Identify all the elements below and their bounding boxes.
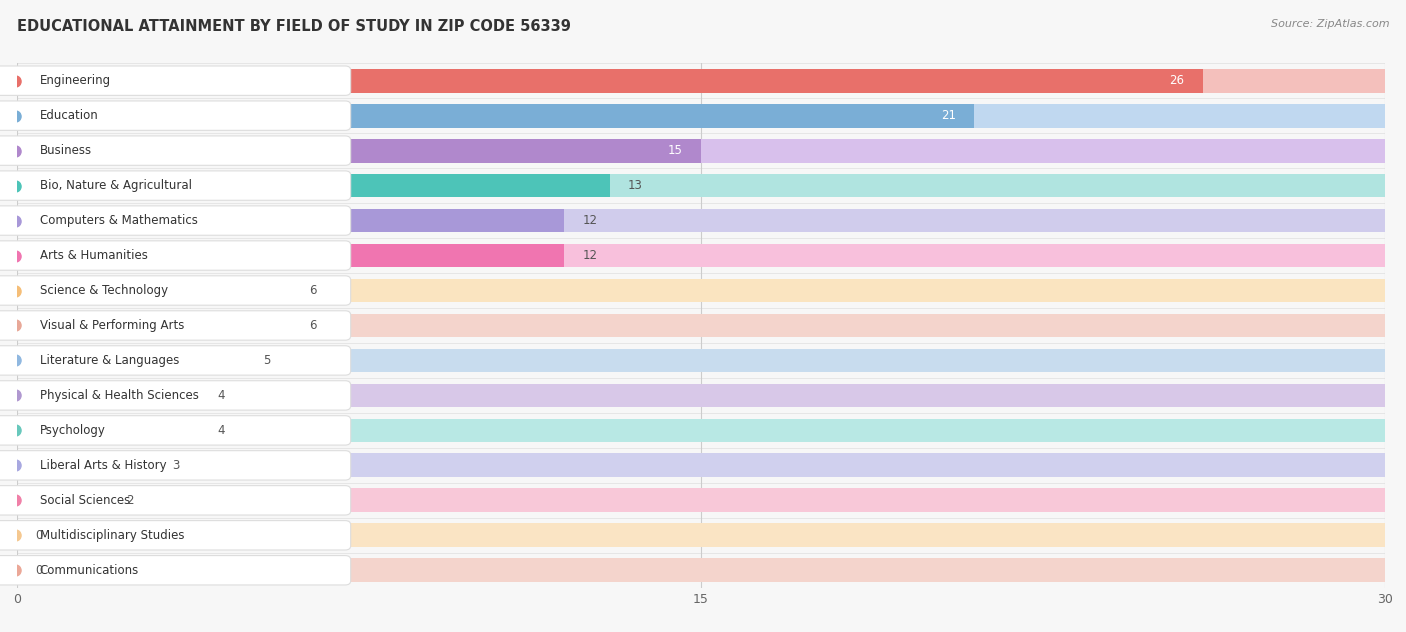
- Text: Arts & Humanities: Arts & Humanities: [39, 249, 148, 262]
- Bar: [17, 69, 1202, 92]
- Bar: [17, 244, 1385, 267]
- Bar: [17, 209, 1385, 233]
- FancyBboxPatch shape: [0, 416, 350, 445]
- Text: Liberal Arts & History: Liberal Arts & History: [39, 459, 166, 472]
- FancyBboxPatch shape: [0, 241, 350, 270]
- Text: Physical & Health Sciences: Physical & Health Sciences: [39, 389, 198, 402]
- FancyBboxPatch shape: [0, 171, 350, 200]
- Text: 5: 5: [263, 354, 270, 367]
- FancyBboxPatch shape: [0, 311, 350, 340]
- Text: 6: 6: [309, 319, 316, 332]
- Bar: [17, 139, 700, 162]
- Text: 4: 4: [218, 389, 225, 402]
- FancyBboxPatch shape: [0, 276, 350, 305]
- Text: 4: 4: [218, 424, 225, 437]
- Text: Education: Education: [39, 109, 98, 122]
- Text: Multidisciplinary Studies: Multidisciplinary Studies: [39, 529, 184, 542]
- Text: Source: ZipAtlas.com: Source: ZipAtlas.com: [1271, 19, 1389, 29]
- Bar: [17, 174, 1385, 197]
- Bar: [17, 349, 245, 372]
- Text: Engineering: Engineering: [39, 74, 111, 87]
- Bar: [17, 313, 291, 337]
- FancyBboxPatch shape: [0, 136, 350, 166]
- Text: 15: 15: [668, 144, 683, 157]
- Bar: [17, 244, 564, 267]
- Text: 2: 2: [127, 494, 134, 507]
- FancyBboxPatch shape: [0, 451, 350, 480]
- Bar: [17, 104, 1385, 128]
- FancyBboxPatch shape: [0, 556, 350, 585]
- Text: Psychology: Psychology: [39, 424, 105, 437]
- Text: 12: 12: [582, 214, 598, 227]
- Text: 26: 26: [1170, 74, 1184, 87]
- Bar: [17, 69, 1385, 92]
- Bar: [17, 559, 1385, 582]
- Bar: [17, 454, 153, 477]
- Bar: [17, 489, 108, 512]
- Bar: [17, 349, 1385, 372]
- Text: Science & Technology: Science & Technology: [39, 284, 167, 297]
- Text: Visual & Performing Arts: Visual & Performing Arts: [39, 319, 184, 332]
- Text: 3: 3: [172, 459, 180, 472]
- Text: EDUCATIONAL ATTAINMENT BY FIELD OF STUDY IN ZIP CODE 56339: EDUCATIONAL ATTAINMENT BY FIELD OF STUDY…: [17, 19, 571, 34]
- Text: Literature & Languages: Literature & Languages: [39, 354, 179, 367]
- Text: Computers & Mathematics: Computers & Mathematics: [39, 214, 198, 227]
- Text: 21: 21: [941, 109, 956, 122]
- FancyBboxPatch shape: [0, 380, 350, 410]
- Bar: [17, 174, 610, 197]
- Bar: [17, 384, 1385, 407]
- FancyBboxPatch shape: [0, 521, 350, 550]
- Bar: [17, 104, 974, 128]
- FancyBboxPatch shape: [0, 66, 350, 95]
- Text: Bio, Nature & Agricultural: Bio, Nature & Agricultural: [39, 179, 191, 192]
- Bar: [17, 279, 1385, 302]
- Text: 6: 6: [309, 284, 316, 297]
- Bar: [17, 489, 1385, 512]
- FancyBboxPatch shape: [0, 485, 350, 515]
- Text: Business: Business: [39, 144, 91, 157]
- FancyBboxPatch shape: [0, 101, 350, 130]
- FancyBboxPatch shape: [0, 206, 350, 235]
- Bar: [17, 313, 1385, 337]
- Text: 0: 0: [35, 564, 42, 577]
- Text: Social Sciences: Social Sciences: [39, 494, 129, 507]
- Bar: [17, 279, 291, 302]
- Bar: [17, 139, 1385, 162]
- Bar: [17, 418, 1385, 442]
- Text: Communications: Communications: [39, 564, 139, 577]
- Bar: [17, 209, 564, 233]
- Bar: [17, 523, 1385, 547]
- Bar: [17, 384, 200, 407]
- Bar: [17, 418, 200, 442]
- Text: 13: 13: [628, 179, 643, 192]
- Text: 12: 12: [582, 249, 598, 262]
- Text: 0: 0: [35, 529, 42, 542]
- FancyBboxPatch shape: [0, 346, 350, 375]
- Bar: [17, 454, 1385, 477]
